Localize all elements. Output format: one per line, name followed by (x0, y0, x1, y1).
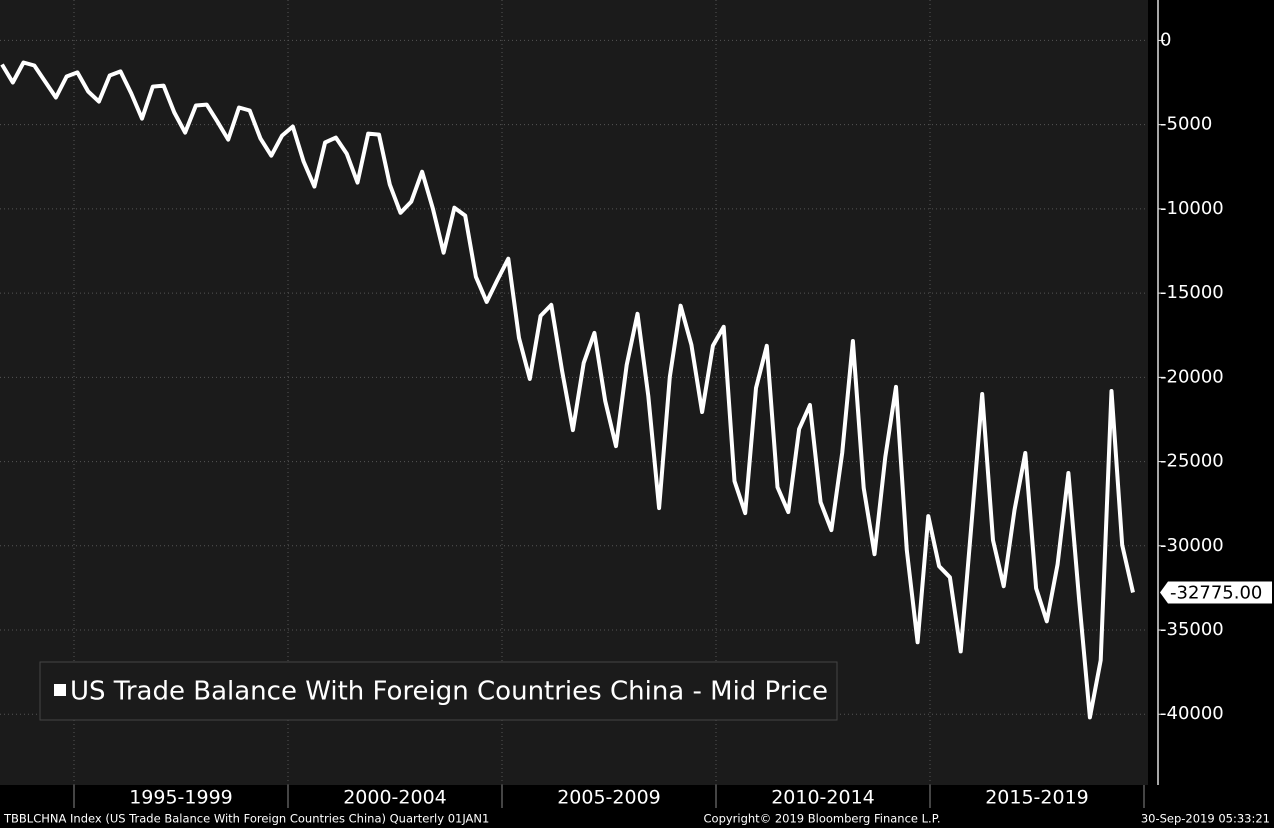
footer-right: 30-Sep-2019 05:33:21 (1141, 812, 1270, 826)
y-tick-label: -20000 (1160, 366, 1224, 387)
footer-left: TBBLCHNA Index (US Trade Balance With Fo… (3, 812, 489, 826)
last-value-label: -32775.00 (1170, 583, 1262, 604)
y-tick-label: 0 (1160, 29, 1171, 50)
last-value-pointer (1160, 581, 1272, 604)
legend-label: US Trade Balance With Foreign Countries … (70, 677, 828, 707)
x-tick-label: 1995-1999 (129, 787, 233, 809)
x-tick-label: 2005-2009 (557, 787, 661, 809)
y-tick-label: -15000 (1160, 282, 1224, 303)
x-tick-label: 2000-2004 (343, 787, 447, 809)
line-series (0, 60, 1135, 720)
footer-center: Copyright© 2019 Bloomberg Finance L.P. (704, 812, 941, 826)
y-tick-label: -30000 (1160, 535, 1224, 556)
y-tick-label: -40000 (1160, 703, 1224, 724)
legend-box (39, 661, 838, 721)
x-tick-label: 2010-2014 (771, 787, 875, 809)
x-tick-label: 2015-2019 (985, 787, 1089, 809)
y-tick-label: -35000 (1160, 619, 1224, 640)
y-tick-label: -5000 (1160, 114, 1212, 135)
plot-area (0, 0, 1148, 785)
y-tick-label: -25000 (1160, 451, 1224, 472)
y-tick-label: -10000 (1160, 198, 1224, 219)
legend-swatch (54, 684, 66, 696)
